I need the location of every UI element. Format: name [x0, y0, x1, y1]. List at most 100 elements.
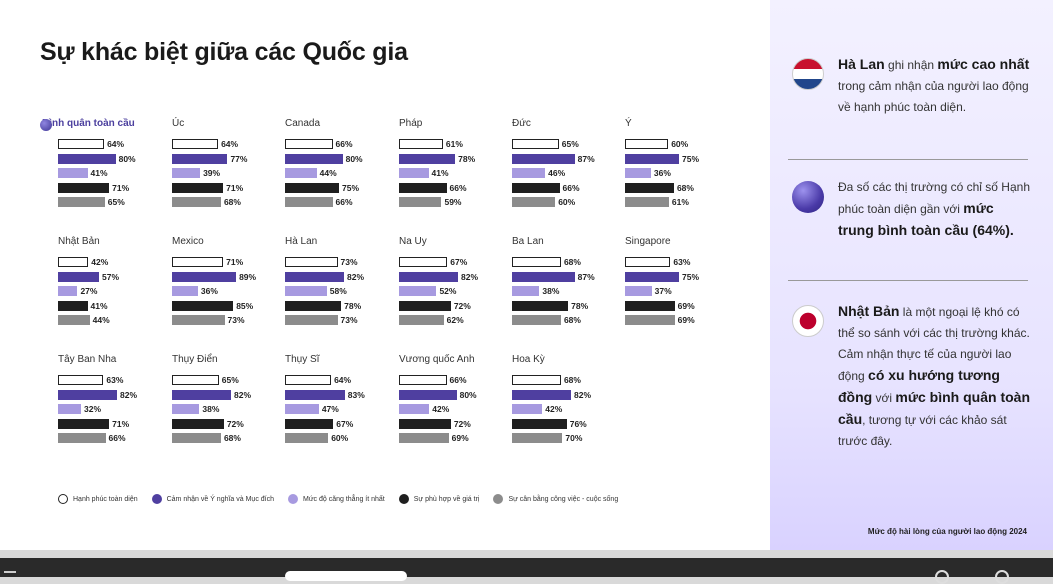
country-name: Singapore — [625, 236, 671, 247]
data-label: 41% — [90, 168, 108, 178]
chart-legend: Hạnh phúc toàn diện Cảm nhận về Ý nghĩa v… — [58, 494, 618, 504]
country-group: Pháp 61% 78% 41% 66% 59% — [399, 118, 509, 223]
bar — [399, 300, 451, 311]
divider — [788, 159, 1028, 160]
search-pill[interactable] — [285, 571, 407, 581]
data-label: 61% — [445, 139, 463, 149]
data-label: 65% — [107, 197, 125, 207]
bar — [285, 433, 329, 443]
data-label: 36% — [653, 168, 671, 178]
bar — [512, 300, 569, 311]
bar — [172, 418, 224, 429]
japan-flag-icon — [792, 305, 824, 337]
data-label: 63% — [106, 375, 124, 385]
data-label: 68% — [223, 433, 241, 443]
bar — [399, 404, 430, 414]
bar — [285, 153, 343, 164]
data-label: 68% — [223, 197, 241, 207]
country-group: Bình quân toàn cầu 64% 80% 41% 71% 65% — [40, 118, 168, 223]
bar — [172, 257, 224, 267]
legend-label: Sự cân bằng công việc - cuộc sống — [508, 495, 619, 503]
data-label: 36% — [200, 286, 218, 296]
bar — [512, 139, 559, 149]
bar — [399, 286, 437, 296]
country-name: Nhật Bản — [58, 236, 100, 247]
data-label: 69% — [451, 433, 469, 443]
bar — [285, 389, 345, 400]
legend-item: Mức độ căng thẳng ít nhất — [288, 494, 385, 504]
bar — [625, 168, 651, 178]
data-label: 52% — [439, 286, 457, 296]
bar — [512, 182, 560, 193]
data-label: 78% — [571, 300, 589, 311]
data-label: 82% — [461, 271, 479, 282]
legend-label: Mức độ căng thẳng ít nhất — [303, 495, 385, 503]
legend-item: Sự phù hợp về giá trị — [398, 494, 479, 504]
circle-icon[interactable] — [935, 570, 949, 584]
bar — [625, 153, 679, 164]
data-label: 57% — [102, 271, 120, 282]
country-group: Mexico 71% 89% 36% 85% 73% — [172, 236, 282, 341]
bar — [285, 168, 317, 178]
bar — [58, 315, 90, 325]
bar — [512, 404, 543, 414]
bar — [172, 433, 221, 443]
menu-icon[interactable] — [4, 571, 16, 573]
bar — [512, 389, 572, 400]
data-label: 47% — [321, 404, 339, 414]
data-label: 85% — [236, 300, 254, 311]
circle-icon[interactable] — [995, 570, 1009, 584]
data-label: 44% — [92, 315, 110, 325]
bar — [172, 300, 234, 311]
legend-swatch — [58, 494, 68, 504]
data-label: 87% — [577, 271, 595, 282]
bar — [58, 257, 89, 267]
country-name: Ý — [625, 118, 632, 129]
bar — [172, 168, 201, 178]
data-label: 73% — [227, 315, 245, 325]
bar — [172, 404, 200, 414]
data-label: 42% — [432, 404, 450, 414]
data-label: 60% — [558, 197, 576, 207]
legend-label: Cảm nhận về Ý nghĩa và Mục đích — [166, 495, 275, 503]
country-group: Hà Lan 73% 82% 58% 78% 73% — [285, 236, 395, 341]
bar — [285, 315, 338, 325]
bar — [512, 315, 561, 325]
data-label: 61% — [671, 197, 689, 207]
data-label: 77% — [230, 153, 248, 164]
data-label: 32% — [84, 404, 102, 414]
bar — [172, 139, 219, 149]
country-group: Thụy Sĩ 64% 83% 47% 67% 60% — [285, 354, 395, 459]
data-label: 64% — [334, 375, 352, 385]
bar — [399, 271, 459, 282]
bar — [58, 389, 118, 400]
country-name: Bình quân toàn cầu — [42, 118, 135, 129]
data-label: 60% — [331, 433, 349, 443]
data-label: 66% — [449, 375, 467, 385]
data-label: 71% — [226, 182, 244, 193]
bar — [512, 418, 567, 429]
data-label: 38% — [202, 404, 220, 414]
bar — [512, 153, 575, 164]
country-name: Hoa Kỳ — [512, 354, 545, 365]
globe-icon — [40, 119, 52, 131]
data-label: 68% — [676, 182, 694, 193]
globe-icon — [792, 181, 824, 213]
country-group: Singapore 63% 75% 37% 69% 69% — [625, 236, 735, 341]
bar — [172, 197, 221, 207]
country-group: Úc 64% 77% 39% 71% 68% — [172, 118, 282, 223]
bar — [512, 375, 561, 385]
country-name: Tây Ban Nha — [58, 354, 117, 365]
data-label: 60% — [671, 139, 689, 149]
country-group: Ba Lan 68% 87% 38% 78% 68% — [512, 236, 622, 341]
data-label: 82% — [234, 389, 252, 400]
bar — [58, 286, 78, 296]
bar — [172, 271, 237, 282]
bar — [285, 300, 342, 311]
bar — [285, 271, 345, 282]
insight-text: Hà Lan ghi nhận mức cao nhất trong cảm n… — [838, 56, 1030, 114]
bar — [625, 315, 675, 325]
data-label: 67% — [450, 257, 468, 267]
bar — [58, 404, 82, 414]
bar — [172, 286, 198, 296]
